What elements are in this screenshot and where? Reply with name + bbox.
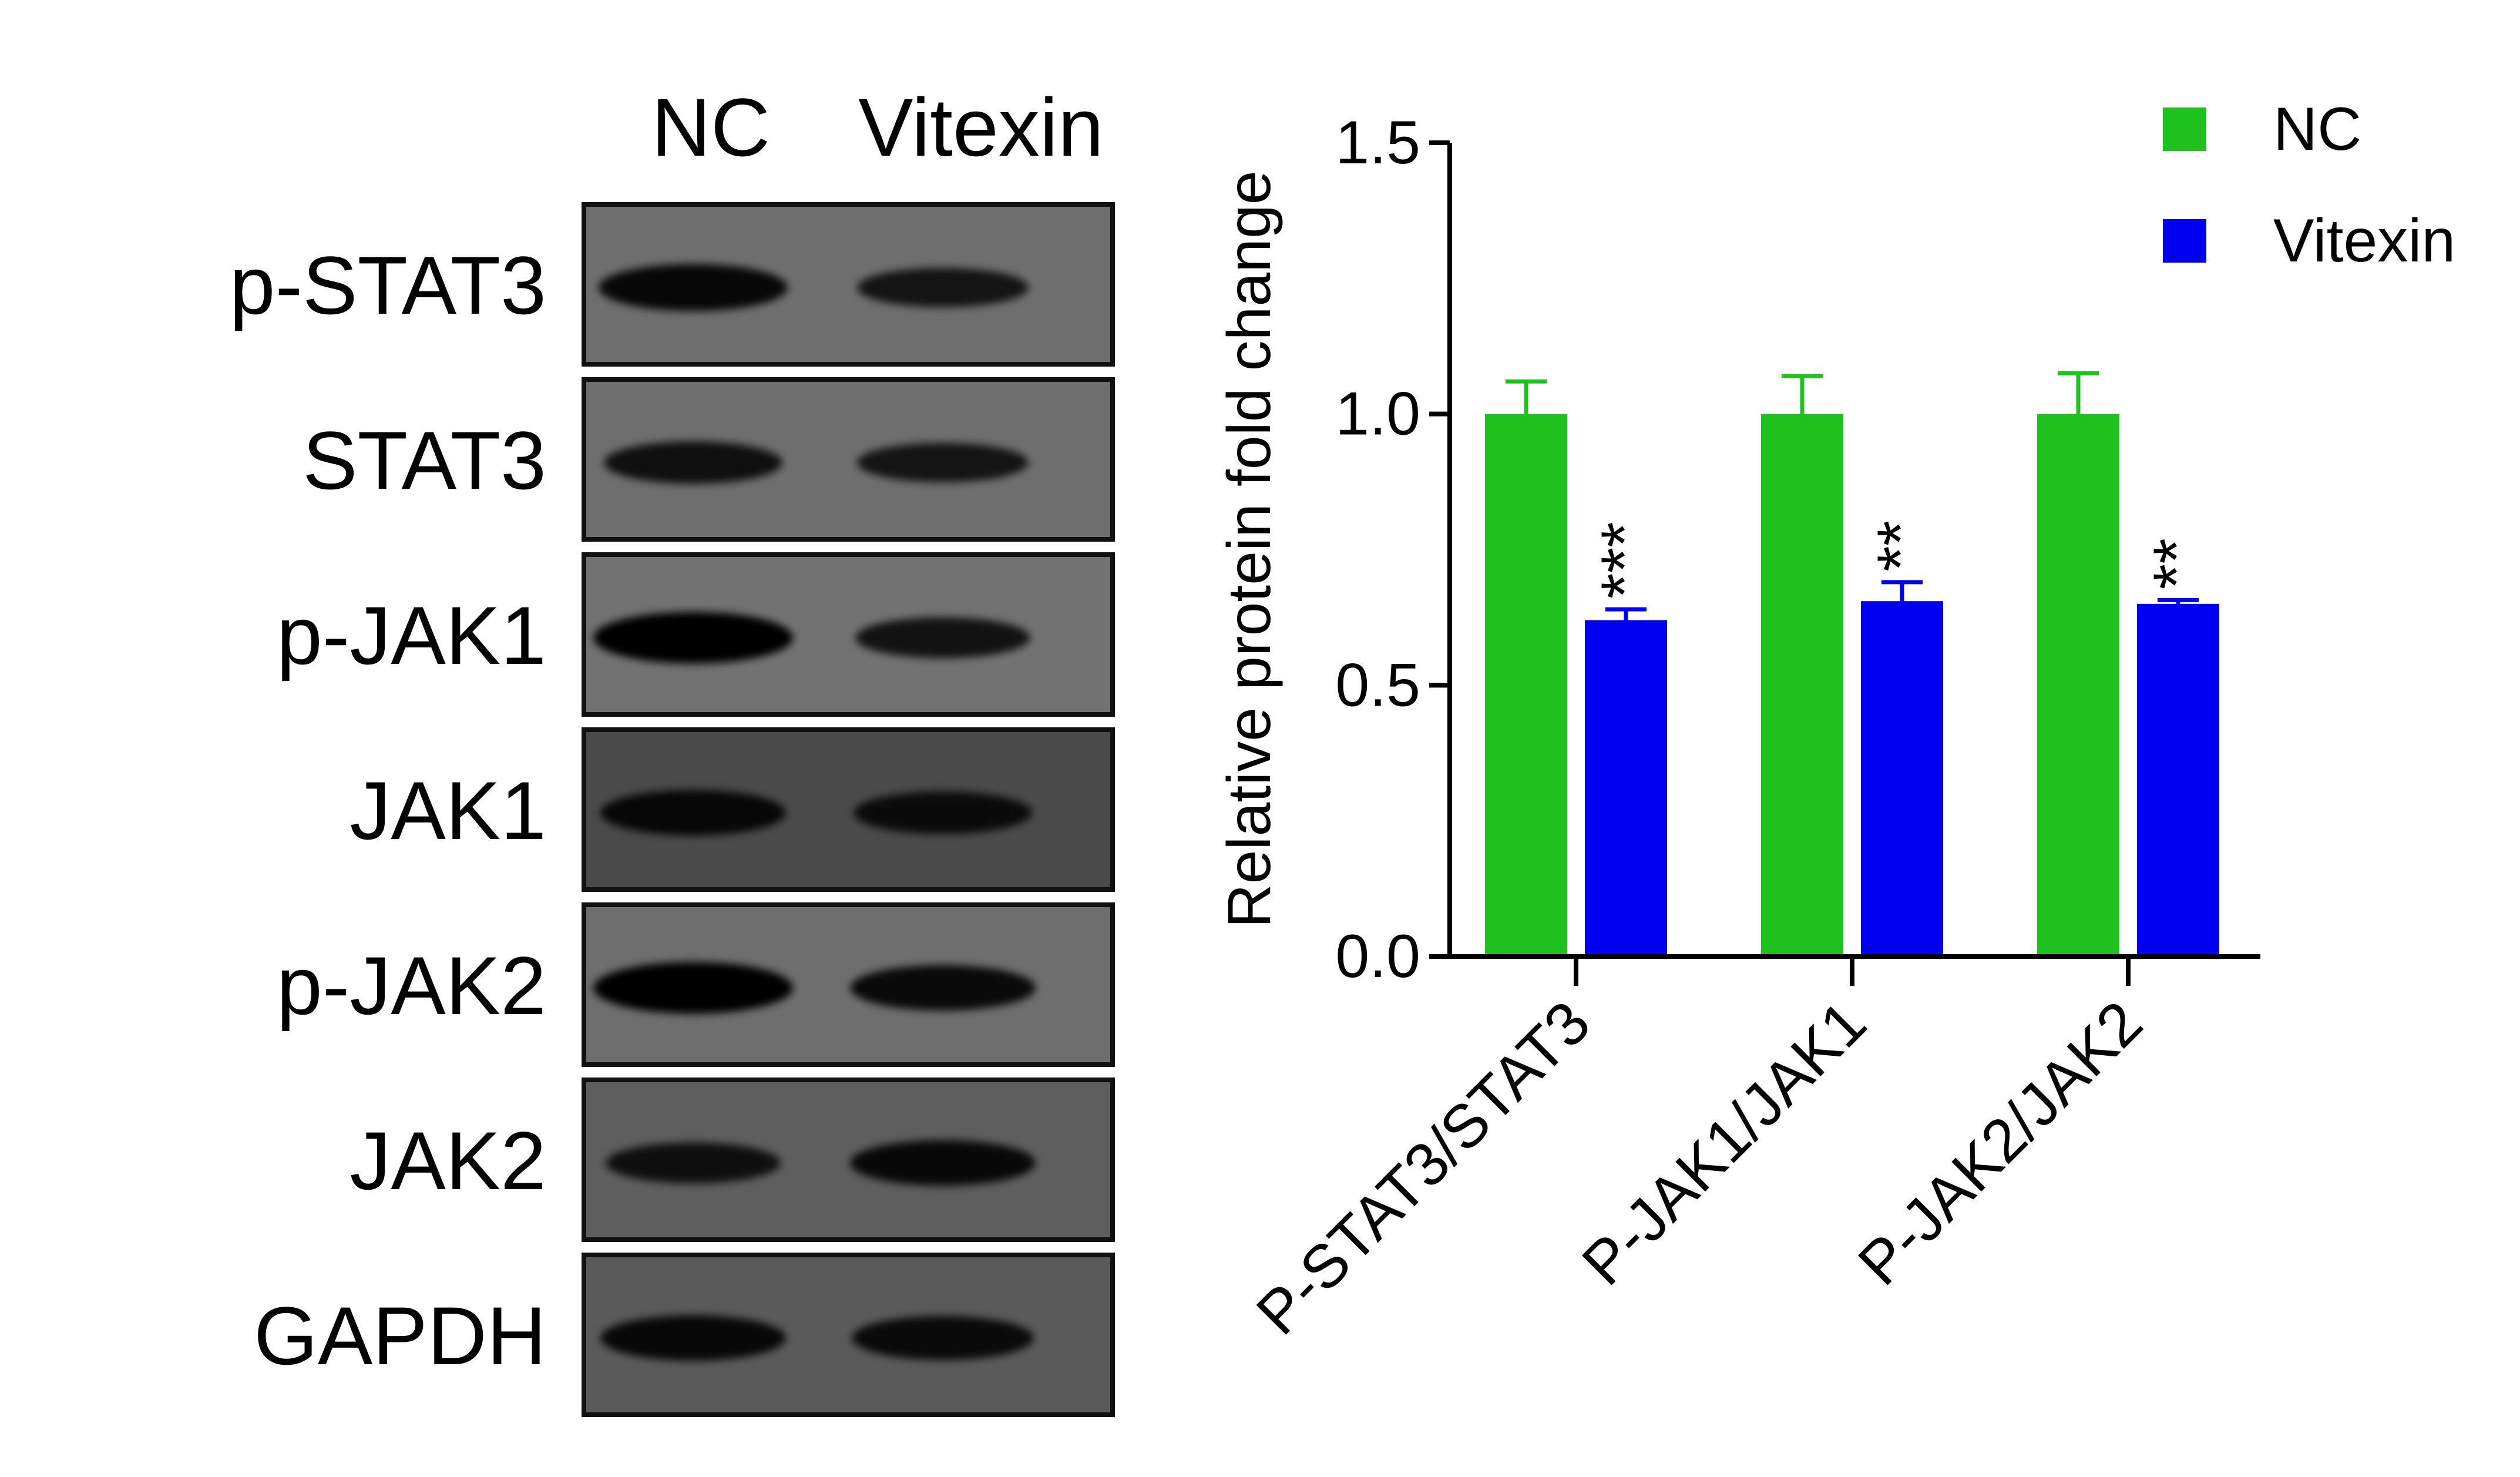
bar-vitexin xyxy=(2137,603,2219,956)
blot-row-label: GAPDH xyxy=(254,1290,546,1382)
y-axis: 0.0 0.5 1.0 1.5 xyxy=(1335,109,1452,991)
y-tick-label: 1.5 xyxy=(1335,109,1420,177)
significance-label: ** xyxy=(2140,538,2213,589)
blot-band xyxy=(593,612,793,664)
blot-band xyxy=(857,442,1029,483)
significance-label: ** xyxy=(1864,521,1937,572)
bar-nc xyxy=(1761,414,1843,956)
significance-label: *** xyxy=(1588,522,1661,599)
blot-band xyxy=(600,790,786,836)
bar-nc xyxy=(1485,414,1567,956)
legend-label: NC xyxy=(2273,95,2361,163)
blot-band xyxy=(854,791,1032,834)
blot-row-label: p-STAT3 xyxy=(230,239,546,331)
bar-vitexin xyxy=(1861,601,1943,956)
lane-label-vitexin: Vitexin xyxy=(858,81,1104,173)
bar-vitexin xyxy=(1585,620,1667,956)
y-tick-label: 0.5 xyxy=(1335,651,1420,719)
blot-band xyxy=(593,962,793,1014)
blot-band xyxy=(604,441,782,484)
legend-label: Vitexin xyxy=(2273,207,2455,275)
blot-band xyxy=(850,965,1036,1011)
bars-group: *** ** ** xyxy=(1485,371,2219,956)
blot-band xyxy=(855,617,1030,659)
blot-band xyxy=(850,1140,1036,1186)
legend-swatch-nc xyxy=(2163,108,2206,151)
western-blot-panel: NC Vitexin p-STAT3 STAT3 p-JAK1 JAK1 p-JAK2 J… xyxy=(230,81,1115,1417)
legend: NC Vitexin xyxy=(2163,95,2455,275)
blot-row-label: STAT3 xyxy=(303,414,546,506)
blot-band xyxy=(857,267,1029,308)
blot-row-label: JAK2 xyxy=(350,1115,546,1207)
blot-band xyxy=(606,1142,781,1184)
blot-band xyxy=(600,1315,786,1361)
lane-label-nc: NC xyxy=(651,81,770,173)
y-tick-label: 1.0 xyxy=(1335,380,1420,448)
y-axis-title: Relative protein fold change xyxy=(1215,170,1283,928)
bar-nc xyxy=(2037,414,2119,956)
legend-swatch-vitexin xyxy=(2163,219,2206,263)
blot-row-label: p-JAK2 xyxy=(277,939,546,1032)
blot-band xyxy=(852,1315,1034,1360)
blot-row-label: JAK1 xyxy=(350,764,546,857)
blot-row-label: p-JAK1 xyxy=(277,589,546,682)
blot-band xyxy=(599,264,788,311)
y-tick-label: 0.0 xyxy=(1335,922,1420,991)
